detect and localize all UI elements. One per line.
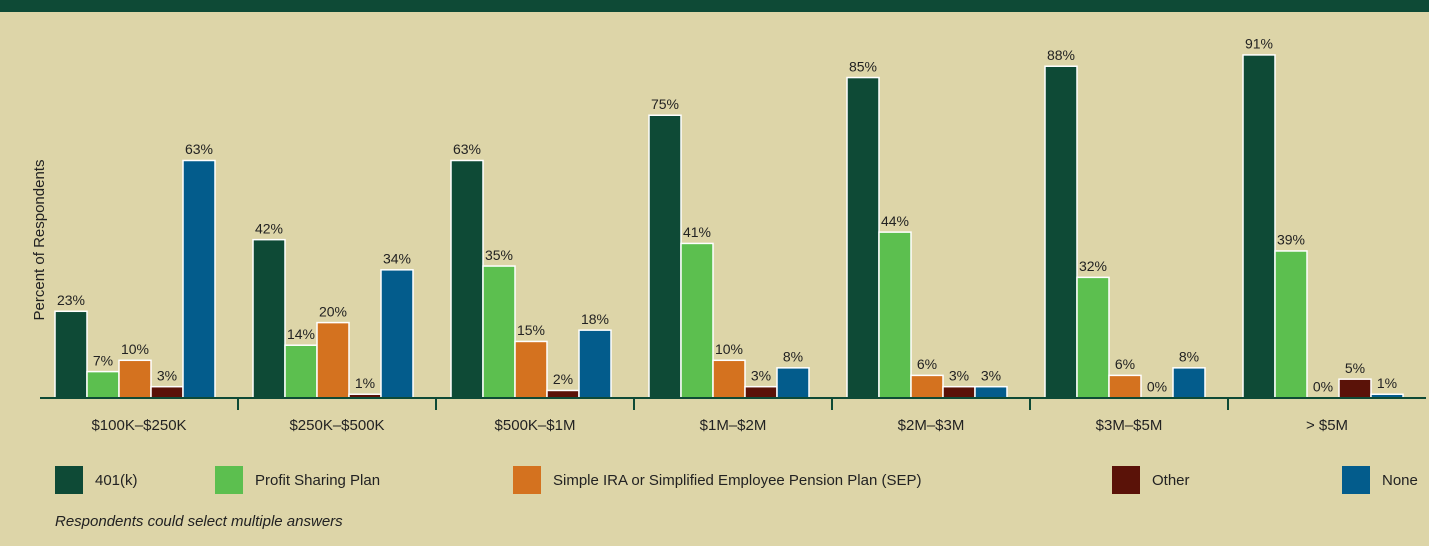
value-label: 32% [1079, 258, 1107, 274]
value-label: 10% [121, 341, 149, 357]
value-label: 20% [319, 303, 347, 319]
bar [974, 385, 1008, 399]
value-label: 34% [383, 251, 411, 267]
x-tick-label: $3M–$5M [1096, 417, 1163, 434]
bar [252, 238, 286, 399]
bar [1172, 367, 1206, 399]
value-label: 8% [1179, 349, 1199, 365]
y-axis-label: Percent of Respondents [31, 160, 48, 321]
legend-swatch [215, 466, 243, 494]
bar [1274, 250, 1308, 399]
value-label: 7% [93, 352, 113, 368]
legend-label: Profit Sharing Plan [255, 472, 380, 489]
x-tick-label: $100K–$250K [91, 417, 186, 434]
x-tick-label: $1M–$2M [700, 417, 767, 434]
bar [942, 385, 976, 399]
value-label: 85% [849, 58, 877, 74]
value-label: 18% [581, 311, 609, 327]
value-label: 0% [1147, 379, 1167, 395]
value-label: 41% [683, 224, 711, 240]
value-label: 44% [881, 213, 909, 229]
legend-swatch [1342, 466, 1370, 494]
bar [1338, 378, 1372, 399]
value-label: 39% [1277, 232, 1305, 248]
bar [846, 76, 880, 399]
x-tick-label: $500K–$1M [495, 417, 576, 434]
bar [1044, 65, 1078, 399]
x-tick-label: > $5M [1306, 417, 1348, 434]
value-label: 1% [1377, 375, 1397, 391]
bar [182, 159, 216, 399]
bar [1242, 54, 1276, 399]
value-label: 3% [949, 367, 969, 383]
value-label: 8% [783, 349, 803, 365]
bar [680, 242, 714, 399]
bar [546, 389, 580, 399]
value-label: 3% [751, 367, 771, 383]
legend-swatch [1112, 466, 1140, 494]
value-label: 2% [553, 371, 573, 387]
value-label: 15% [517, 322, 545, 338]
bar [482, 265, 516, 399]
bar [1108, 374, 1142, 399]
bar [86, 370, 120, 399]
bar [578, 329, 612, 399]
value-label: 1% [355, 375, 375, 391]
x-tick-label: $250K–$500K [289, 417, 384, 434]
bar [514, 340, 548, 399]
value-label: 35% [485, 247, 513, 263]
bar [712, 359, 746, 399]
bar [910, 374, 944, 399]
bar [54, 310, 88, 399]
bar [776, 367, 810, 399]
bar [1076, 276, 1110, 399]
value-label: 3% [157, 367, 177, 383]
value-label: 6% [1115, 356, 1135, 372]
value-label: 14% [287, 326, 315, 342]
bar [450, 159, 484, 399]
bar [744, 385, 778, 399]
value-label: 23% [57, 292, 85, 308]
legend-label: Other [1152, 472, 1190, 489]
legend-swatch [513, 466, 541, 494]
value-label: 88% [1047, 47, 1075, 63]
value-label: 6% [917, 356, 937, 372]
value-label: 3% [981, 367, 1001, 383]
legend-label: Simple IRA or Simplified Employee Pensio… [553, 472, 922, 489]
value-label: 5% [1345, 360, 1365, 376]
value-label: 42% [255, 220, 283, 236]
legend-label: None [1382, 472, 1418, 489]
legend-swatch [55, 466, 83, 494]
bar [284, 344, 318, 399]
value-label: 63% [453, 141, 481, 157]
value-label: 75% [651, 96, 679, 112]
value-label: 0% [1313, 379, 1333, 395]
bar [878, 231, 912, 399]
value-label: 91% [1245, 36, 1273, 52]
bar [118, 359, 152, 399]
legend-label: 401(k) [95, 472, 138, 489]
bar [380, 269, 414, 399]
header-band [0, 0, 1429, 12]
note: Respondents could select multiple answer… [55, 513, 343, 530]
bar [150, 385, 184, 399]
value-label: 10% [715, 341, 743, 357]
x-tick-label: $2M–$3M [898, 417, 965, 434]
bar [648, 114, 682, 399]
value-label: 63% [185, 141, 213, 157]
bar [316, 321, 350, 399]
